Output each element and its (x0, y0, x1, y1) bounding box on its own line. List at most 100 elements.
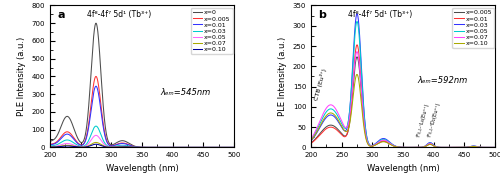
Text: λₑₘ=545nm: λₑₘ=545nm (160, 88, 210, 97)
x=0.07 (354, 51, 360, 53)
x=0.01 (192, 146, 198, 149)
x=0.07 (398, 146, 404, 148)
x=0 (93, 22, 99, 24)
x=0.005 (231, 146, 237, 149)
x=0.07 (308, 138, 314, 140)
x=0.01 (492, 146, 498, 149)
x=0.01 (308, 142, 314, 144)
x=0.07 (318, 119, 324, 121)
Line: x=0.07: x=0.07 (311, 52, 495, 147)
Line: x=0.005: x=0.005 (50, 76, 234, 147)
x=0.07 (392, 145, 398, 148)
x=0.10 (318, 124, 324, 126)
x=0.03 (93, 125, 99, 127)
x=0 (231, 146, 237, 149)
x=0.005 (398, 146, 404, 148)
x=0.05 (192, 146, 198, 149)
x=0.10 (486, 146, 492, 149)
x=0.07 (132, 146, 138, 148)
x=0.07 (453, 146, 459, 149)
x=0.07 (226, 146, 232, 149)
x=0.05 (318, 121, 324, 123)
x=0.01 (226, 146, 232, 149)
x=0.10 (226, 146, 232, 149)
Line: x=0.005: x=0.005 (311, 57, 495, 147)
x=0.07 (487, 146, 493, 149)
X-axis label: Wavelength (nm): Wavelength (nm) (106, 164, 178, 173)
x=0.05 (56, 144, 62, 146)
x=0.005 (354, 56, 360, 58)
x=0.03 (231, 146, 237, 149)
x=0.10 (93, 143, 99, 145)
Text: 4f⁸-4f⁷ 5d¹ (Tb³⁺): 4f⁸-4f⁷ 5d¹ (Tb³⁺) (348, 10, 412, 19)
x=0.01 (487, 146, 493, 149)
x=0 (226, 146, 232, 149)
x=0 (136, 146, 142, 148)
x=0.01 (136, 146, 142, 148)
Line: x=0: x=0 (50, 23, 234, 147)
x=0.03 (192, 146, 198, 149)
Legend: x=0.005, x=0.01, x=0.03, x=0.05, x=0.07, x=0.10: x=0.005, x=0.01, x=0.03, x=0.05, x=0.07,… (452, 8, 494, 48)
x=0.005 (308, 142, 314, 144)
x=0.03 (453, 146, 459, 149)
x=0.005 (486, 146, 492, 149)
Line: x=0.07: x=0.07 (50, 143, 234, 147)
x=0.05 (136, 146, 142, 149)
X-axis label: Wavelength (nm): Wavelength (nm) (366, 164, 440, 173)
x=0.005 (226, 146, 232, 149)
x=0.005 (487, 146, 493, 149)
x=0.10 (392, 146, 398, 148)
x=0.07 (136, 146, 142, 149)
x=0.07 (231, 146, 237, 149)
x=0.10 (453, 146, 459, 149)
x=0.10 (308, 139, 314, 141)
x=0.03 (56, 142, 62, 145)
Text: λₑₘ=592nm: λₑₘ=592nm (418, 76, 468, 85)
x=0.05 (392, 145, 398, 147)
x=0.01 (392, 145, 398, 148)
Text: CTB (Eu³⁺): CTB (Eu³⁺) (313, 68, 328, 101)
x=0.05 (47, 146, 53, 148)
x=0.01 (47, 144, 53, 146)
Line: x=0.03: x=0.03 (50, 126, 234, 147)
Text: ⁷F₀,₁-⁵D₂(Eu³⁺): ⁷F₀,₁-⁵D₂(Eu³⁺) (426, 102, 441, 139)
x=0.005 (453, 146, 459, 149)
x=0.03 (486, 146, 492, 149)
x=0.01 (93, 85, 99, 87)
x=0.07 (56, 145, 62, 147)
x=0 (47, 141, 53, 143)
x=0.10 (56, 146, 62, 148)
x=0.07 (93, 141, 99, 144)
x=0.01 (132, 146, 138, 148)
x=0.10 (192, 146, 198, 149)
Text: a: a (58, 10, 65, 20)
x=0.10 (492, 146, 498, 149)
x=0.03 (354, 13, 360, 15)
Line: x=0.05: x=0.05 (50, 135, 234, 147)
x=0.05 (354, 20, 360, 23)
x=0.05 (486, 146, 492, 149)
x=0.005 (136, 146, 142, 148)
x=0.07 (226, 146, 232, 149)
x=0.07 (492, 146, 498, 149)
x=0.03 (318, 125, 324, 127)
x=0.005 (47, 143, 53, 146)
x=0.05 (231, 146, 237, 149)
x=0.05 (492, 146, 498, 149)
Line: x=0.01: x=0.01 (50, 86, 234, 147)
Legend: x=0, x=0.005, x=0.01, x=0.03, x=0.05, x=0.07, x=0.10: x=0, x=0.005, x=0.01, x=0.03, x=0.05, x=… (191, 8, 232, 54)
x=0.07 (192, 146, 198, 149)
x=0.10 (226, 146, 232, 149)
x=0 (56, 130, 62, 132)
x=0.03 (487, 146, 493, 149)
x=0.05 (132, 146, 138, 148)
x=0.005 (192, 146, 198, 149)
x=0.03 (132, 146, 138, 148)
Y-axis label: PLE Intensity (a.u.): PLE Intensity (a.u.) (17, 37, 26, 116)
x=0 (226, 146, 232, 149)
x=0.01 (486, 146, 492, 149)
x=0.10 (354, 73, 360, 76)
x=0.03 (308, 140, 314, 142)
x=0.01 (398, 146, 404, 148)
x=0.03 (226, 146, 232, 149)
